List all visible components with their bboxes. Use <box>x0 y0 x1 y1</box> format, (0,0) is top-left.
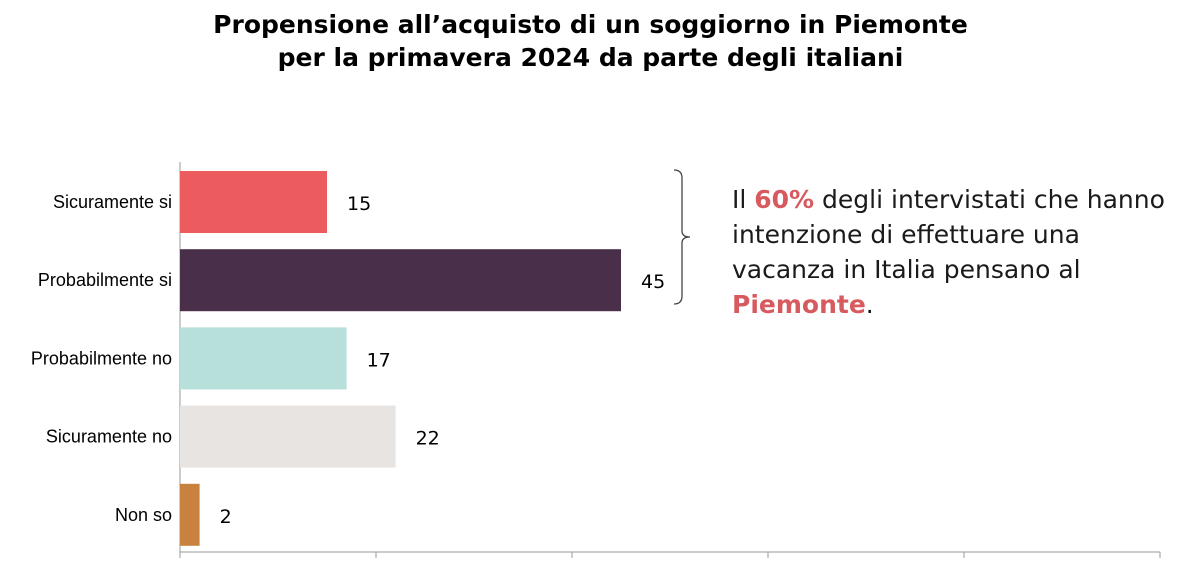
callout-text-part-1: Il <box>732 185 755 214</box>
bracket-brace <box>673 169 691 305</box>
value-label-1: 15 <box>347 193 371 215</box>
bar-2 <box>180 249 621 312</box>
category-label-1: Sicuramente si <box>53 192 172 212</box>
category-label-4: Sicuramente no <box>46 427 172 447</box>
callout-highlight-region: Piemonte <box>732 290 866 319</box>
bar-3 <box>180 327 347 390</box>
callout-text: Il 60% degli intervistati che hanno inte… <box>732 182 1172 322</box>
category-label-3: Probabilmente no <box>31 348 172 368</box>
bar-4 <box>180 405 396 468</box>
category-label-2: Probabilmente si <box>38 270 172 290</box>
chart-title-line-2: per la primavera 2024 da parte degli ita… <box>277 43 904 72</box>
category-label-5: Non so <box>115 505 172 525</box>
callout-text-part-2: degli intervistati che hanno intenzione … <box>732 185 1165 284</box>
callout-text-part-3: . <box>865 290 874 319</box>
chart-title-line-1: Propensione all’acquisto di un soggiorno… <box>213 10 968 39</box>
value-label-5: 2 <box>220 506 232 528</box>
bar-1 <box>180 171 327 233</box>
callout-highlight-percent: 60% <box>754 185 815 214</box>
value-label-3: 17 <box>367 349 391 371</box>
chart-title: Propensione all’acquisto di un soggiorno… <box>0 8 1181 74</box>
bar-5 <box>180 483 200 546</box>
value-label-2: 45 <box>641 271 665 293</box>
value-label-4: 22 <box>416 428 440 450</box>
